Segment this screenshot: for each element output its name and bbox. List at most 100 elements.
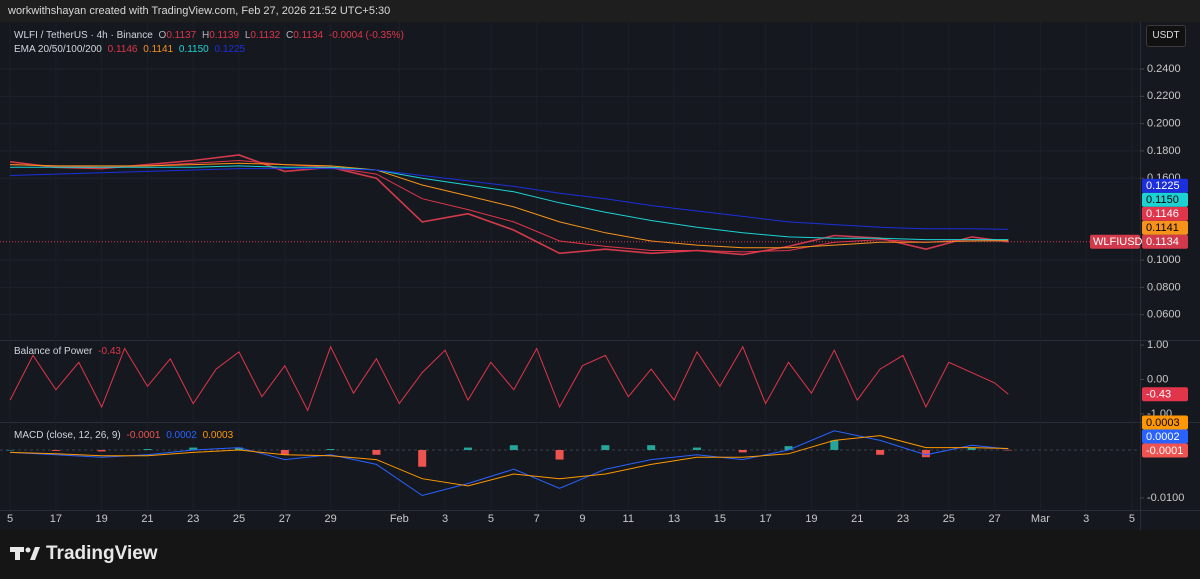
y-tick-label: 0.00 <box>1147 373 1168 385</box>
histogram-bar <box>463 447 472 450</box>
series-line <box>10 435 1009 487</box>
ohlc-value: 0.1137 <box>166 30 197 41</box>
y-tick-label: 0.0800 <box>1147 281 1181 293</box>
y-tick-label: 0.2200 <box>1147 90 1181 102</box>
x-tick-label: 5 <box>1129 513 1135 525</box>
price-tag <box>1142 387 1188 402</box>
histogram-bar <box>784 446 793 450</box>
symbol-tag-label: WLFIUSDT <box>1093 236 1150 248</box>
series-line <box>10 165 1009 241</box>
x-tick-label: 5 <box>488 513 494 525</box>
ohlc-value: 0.1132 <box>250 30 281 41</box>
macd-legend: MACD (close, 12, 26, 9) -0.0001 0.0002 0… <box>14 430 236 441</box>
x-tick-label: 25 <box>233 513 245 525</box>
histogram-bar <box>372 449 381 455</box>
bop-legend: Balance of Power -0.43 <box>14 346 124 357</box>
histogram-bar <box>97 449 106 452</box>
price-tag <box>1142 220 1188 235</box>
y-tick-label: 0.1800 <box>1147 145 1181 157</box>
symbol-tag <box>1090 234 1140 249</box>
x-tick-label: 21 <box>851 513 863 525</box>
price-tag-label: 0.1134 <box>1146 236 1179 248</box>
y-tick-label: 1.00 <box>1147 339 1168 351</box>
x-tick-label: 19 <box>805 513 817 525</box>
change: -0.0004 (-0.35%) <box>328 30 404 41</box>
indicator-name: Balance of Power <box>14 346 93 357</box>
x-tick-label: 23 <box>897 513 909 525</box>
x-tick-label: 5 <box>7 513 13 525</box>
price-tag <box>1142 178 1188 193</box>
x-tick-label: 25 <box>943 513 955 525</box>
price-tag <box>1142 443 1188 458</box>
symbol: WLFI / TetherUS · 4h · Binance <box>14 30 153 41</box>
x-tick-label: 21 <box>141 513 153 525</box>
ohlc-label: L <box>244 30 251 41</box>
price-tag-label: 0.1150 <box>1146 194 1179 206</box>
tradingview-logo <box>10 547 40 560</box>
x-tick-label: 27 <box>988 513 1000 525</box>
x-tick-label: 13 <box>668 513 680 525</box>
x-tick-label: 23 <box>187 513 199 525</box>
price-tag-label: -0.0001 <box>1146 445 1183 457</box>
ohlc-label: C <box>286 30 294 41</box>
ohlc-value: 0.1134 <box>293 30 324 41</box>
y-tick-label: -0.0100 <box>1147 492 1184 504</box>
y-tick-label: 0.0600 <box>1147 309 1181 321</box>
series-line <box>10 168 1009 230</box>
ema-value: 0.1225 <box>214 44 246 55</box>
ohlc-value: 0.1139 <box>209 30 240 41</box>
price-tag <box>1142 415 1188 430</box>
header-title: workwithshayan created with TradingView.… <box>8 5 391 17</box>
price-tag <box>1142 234 1188 249</box>
histogram-bar <box>189 447 198 450</box>
price-tag-label: 0.0002 <box>1146 431 1180 443</box>
indicator-name: EMA 20/50/100/200 <box>14 44 102 55</box>
price-tag-label: 0.1146 <box>1146 208 1179 220</box>
price-tag <box>1142 192 1188 207</box>
y-tick-label: 0.1000 <box>1147 254 1181 266</box>
histogram-bar <box>1004 449 1013 451</box>
x-tick-label: 17 <box>50 513 62 525</box>
ohlc-label: O <box>158 30 167 41</box>
ema-value: 0.1150 <box>178 44 209 55</box>
signal-value: 0.0003 <box>202 430 234 441</box>
brand: TradingView <box>46 543 158 564</box>
histogram-bar <box>326 449 335 450</box>
ohlc-label: H <box>201 30 210 41</box>
price-tag <box>1142 206 1188 221</box>
macd-value: 0.0002 <box>166 430 197 441</box>
ema-legend: EMA 20/50/100/200 0.1146 0.1141 0.1150 0… <box>14 44 248 55</box>
histogram-bar <box>509 445 518 450</box>
x-tick-label: 11 <box>623 513 634 525</box>
histogram-bar <box>143 449 152 450</box>
histogram-bar <box>692 447 701 450</box>
currency-button[interactable]: USDT <box>1146 25 1186 47</box>
histogram-bar <box>418 449 427 467</box>
bop-value: -0.43 <box>98 346 121 357</box>
footer-bar <box>0 530 1200 579</box>
histogram-bar <box>967 447 976 450</box>
histogram-bar <box>601 445 610 450</box>
price-tag-label: 0.1141 <box>1146 222 1179 234</box>
series-line <box>10 430 1009 497</box>
histogram-bar <box>280 449 289 455</box>
indicator-name: MACD (close, 12, 26, 9) <box>14 430 121 441</box>
x-tick-label: 27 <box>279 513 291 525</box>
histogram-bar <box>555 449 564 460</box>
price-tag-label: -0.43 <box>1146 389 1171 401</box>
price-tag <box>1142 429 1188 444</box>
histogram-bar <box>235 447 244 450</box>
histogram-bar <box>876 449 885 455</box>
x-tick-label: 3 <box>1083 513 1089 525</box>
histogram-bar <box>830 440 839 450</box>
ema-value: 0.1146 <box>107 44 138 55</box>
ema-value: 0.1141 <box>143 44 174 55</box>
x-tick-label: 29 <box>324 513 336 525</box>
x-tick-label: 17 <box>760 513 772 525</box>
x-tick-label: Mar <box>1031 513 1050 525</box>
hist-value: -0.0001 <box>126 430 161 441</box>
y-tick-label: 0.2000 <box>1147 118 1181 130</box>
x-tick-label: Feb <box>390 513 409 525</box>
